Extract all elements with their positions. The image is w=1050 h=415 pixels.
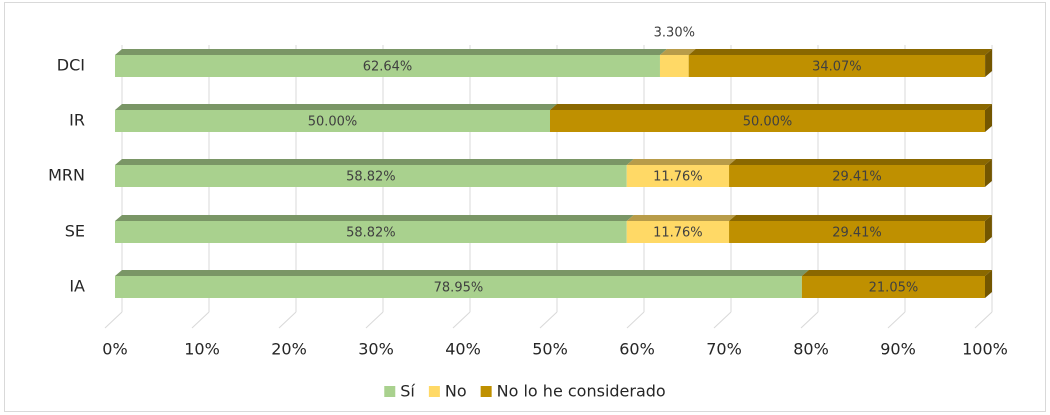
grid-floor-line — [887, 311, 906, 329]
data-label: 11.76% — [653, 226, 703, 241]
bar — [115, 221, 627, 243]
bar-top — [115, 215, 634, 221]
data-label: 29.41% — [832, 170, 882, 185]
x-tick-label: 90% — [880, 340, 916, 359]
bar — [801, 276, 985, 298]
grid-floor-line — [278, 311, 297, 329]
grid-floor-line — [104, 311, 123, 329]
x-tick-label: 40% — [445, 340, 481, 359]
legend-label: No — [445, 382, 467, 401]
x-tick-label: 10% — [184, 340, 220, 359]
bar-top — [550, 104, 992, 110]
legend-swatch — [480, 386, 492, 397]
data-label: 62.64% — [363, 60, 413, 75]
bar — [659, 55, 689, 77]
x-tick-label: 80% — [793, 340, 829, 359]
data-label: 21.05% — [869, 281, 919, 296]
legend-swatch — [384, 386, 396, 397]
data-label: 50.00% — [308, 115, 358, 130]
data-label: 58.82% — [346, 170, 396, 185]
grid-floor-line — [626, 311, 645, 329]
bar-top — [626, 215, 737, 221]
legend-swatch — [428, 386, 440, 397]
grid-floor-line — [452, 311, 471, 329]
x-tick-label: 50% — [532, 340, 568, 359]
x-tick-label: 20% — [271, 340, 307, 359]
data-label: 29.41% — [832, 226, 882, 241]
bar — [115, 165, 627, 187]
bar — [626, 165, 730, 187]
bar — [729, 221, 985, 243]
bar — [115, 110, 550, 132]
bar-top — [115, 49, 667, 55]
data-label: 3.30% — [654, 26, 695, 41]
legend-label: Sí — [400, 382, 415, 401]
grid-floor-line — [191, 311, 210, 329]
bar-top — [688, 49, 993, 55]
category-label: DCI — [57, 56, 85, 75]
category-label: SE — [65, 222, 85, 241]
bar — [115, 55, 660, 77]
x-tick-label: 100% — [962, 340, 1008, 359]
data-label: 11.76% — [653, 170, 703, 185]
bar-top — [729, 215, 992, 221]
bar — [688, 55, 986, 77]
data-label: 50.00% — [743, 115, 793, 130]
x-tick-label: 30% — [358, 340, 394, 359]
category-label: IR — [69, 111, 85, 130]
bar-top — [659, 49, 696, 55]
bar-top — [801, 270, 992, 276]
bar-top — [115, 104, 557, 110]
bar-top — [115, 270, 809, 276]
x-tick-label: 70% — [706, 340, 742, 359]
bar-top — [626, 159, 737, 165]
x-tick-label: 0% — [102, 340, 127, 359]
bar-side — [984, 159, 992, 187]
bar — [626, 221, 730, 243]
bar — [115, 276, 802, 298]
grid-floor-line — [800, 311, 819, 329]
bar — [550, 110, 985, 132]
grid-floor-line — [539, 311, 558, 329]
bar-top — [729, 159, 992, 165]
bar-side — [985, 49, 993, 77]
bar-top — [115, 159, 634, 165]
grid-floor-line — [713, 311, 732, 329]
bar-side — [985, 270, 992, 298]
grid-floor-line — [365, 311, 384, 329]
legend-label: No lo he considerado — [497, 382, 666, 401]
category-label: IA — [69, 277, 85, 296]
bar-side — [984, 215, 992, 243]
grid-floor-line — [974, 311, 993, 329]
category-label: MRN — [48, 166, 85, 185]
data-label: 34.07% — [812, 60, 862, 75]
bar — [729, 165, 985, 187]
data-label: 78.95% — [434, 281, 484, 296]
bar-side — [985, 104, 992, 132]
data-label: 58.82% — [346, 226, 396, 241]
x-tick-label: 60% — [619, 340, 655, 359]
